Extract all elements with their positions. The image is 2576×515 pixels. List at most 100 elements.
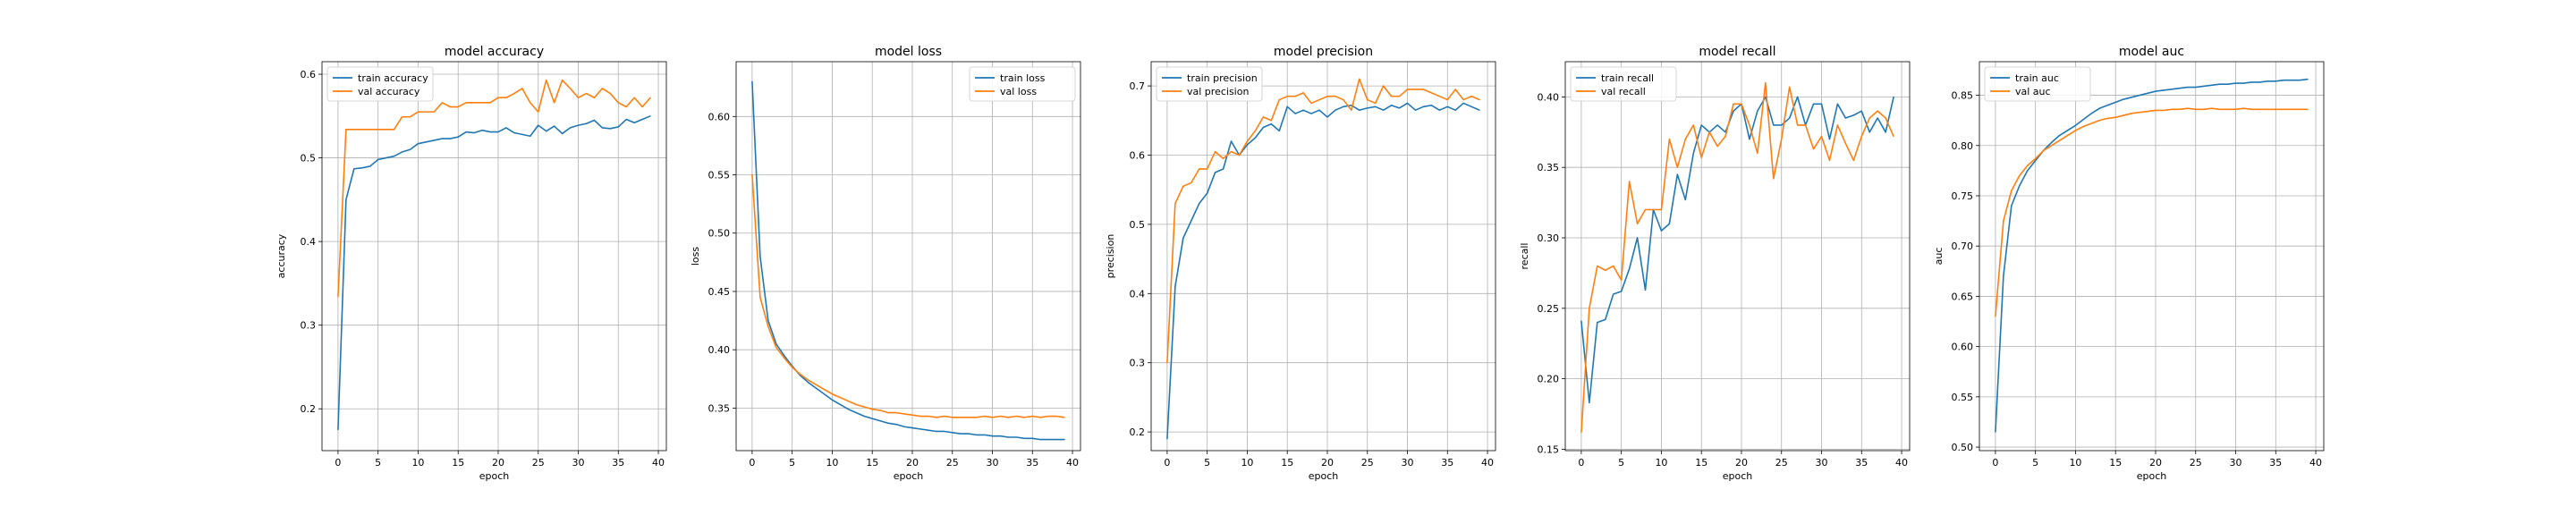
chart-2-xtick-label-5: 25 bbox=[1361, 457, 1374, 469]
chart-0-series-0-point-23 bbox=[521, 133, 523, 135]
chart-4-xtick-label-0: 0 bbox=[1992, 457, 1998, 469]
chart-1-series-0-point-25 bbox=[952, 432, 953, 434]
chart-4-series-0-point-34 bbox=[2267, 80, 2268, 82]
chart-4-series-1-point-12 bbox=[2090, 122, 2092, 124]
chart-0-series-1-point-1 bbox=[345, 129, 347, 131]
chart-3-series-0-point-29 bbox=[1812, 103, 1815, 105]
chart-3-series-1-point-6 bbox=[1629, 181, 1631, 182]
chart-0-ytick-label-2: 0.4 bbox=[301, 236, 317, 248]
chart-2-series-1-point-9 bbox=[1238, 154, 1241, 156]
chart-0-ylabel: accuracy bbox=[275, 233, 287, 278]
chart-3-series-1-point-31 bbox=[1828, 159, 1831, 161]
chart-4-series-0-point-21 bbox=[2163, 89, 2165, 91]
chart-1-series-1-point-10 bbox=[831, 393, 834, 395]
chart-0-series-1-point-17 bbox=[473, 102, 475, 104]
chart-3-series-1-point-35 bbox=[1860, 135, 1862, 138]
chart-0-series-0-point-5 bbox=[377, 158, 379, 161]
chart-1-series-1-point-18 bbox=[895, 412, 897, 414]
chart-0-series-0-point-12 bbox=[433, 139, 435, 141]
chart-2-ytick-label-1: 0.3 bbox=[1130, 358, 1146, 369]
chart-4-series-0-point-3 bbox=[2019, 185, 2021, 187]
chart-3-series-0-point-10 bbox=[1660, 230, 1663, 232]
chart-2-ytick-label-5: 0.7 bbox=[1130, 80, 1146, 92]
chart-3-series-1-point-3 bbox=[1605, 269, 1606, 271]
chart-0-series-0-point-37 bbox=[633, 122, 635, 123]
chart-4-series-1-point-1 bbox=[2003, 220, 2004, 222]
chart-0-series-0-point-3 bbox=[361, 167, 363, 169]
chart-0-series-1-point-18 bbox=[481, 102, 483, 104]
chart-1-series-0-point-14 bbox=[863, 415, 865, 418]
chart-0-series-0-point-28 bbox=[562, 132, 564, 135]
chart-2-series-1-point-18 bbox=[1310, 102, 1312, 105]
chart-4-ylabel: auc bbox=[1933, 248, 1945, 266]
chart-4-xtick-label-3: 15 bbox=[2109, 457, 2122, 469]
chart-3-series-0-point-8 bbox=[1644, 289, 1647, 291]
chart-1-series-1-point-19 bbox=[903, 413, 905, 415]
chart-3-series-0-point-13 bbox=[1684, 198, 1686, 201]
chart-1-series-1-point-38 bbox=[1055, 415, 1057, 418]
chart-4-series-0-point-24 bbox=[2187, 86, 2189, 89]
chart-1-series-0-point-18 bbox=[895, 424, 897, 426]
chart-1-series-1-point-28 bbox=[976, 417, 978, 418]
chart-3-title: model recall bbox=[1699, 45, 1775, 59]
chart-0-series-1-point-16 bbox=[465, 102, 467, 104]
chart-3-series-1-line bbox=[1580, 81, 1894, 433]
chart-1-series-1-point-30 bbox=[991, 417, 994, 418]
chart-2-series-1-point-20 bbox=[1326, 96, 1328, 97]
chart-3-series-1-point-12 bbox=[1676, 166, 1678, 168]
chart-0-legend: train accuracy val accuracy bbox=[326, 66, 434, 102]
chart-4-series-1-point-35 bbox=[2275, 108, 2276, 110]
chart-0-series-0-point-22 bbox=[513, 131, 515, 134]
chart-0-series-0-point-20 bbox=[497, 131, 499, 133]
chart-3-series-1-point-17 bbox=[1716, 145, 1718, 148]
chart-4-series-0-point-13 bbox=[2098, 107, 2100, 109]
chart-3-series-1-point-28 bbox=[1805, 124, 1807, 126]
chart-2-series-1-point-23 bbox=[1351, 109, 1352, 111]
chart-4-series-0-point-33 bbox=[2258, 81, 2260, 83]
chart-4-series-0-point-1 bbox=[2003, 275, 2004, 277]
chart-4-series-1-point-30 bbox=[2234, 108, 2237, 110]
chart-4-series-1-point-18 bbox=[2139, 112, 2140, 114]
chart-0-series-0-point-10 bbox=[417, 143, 419, 145]
chart-0-series-0-point-16 bbox=[465, 131, 467, 133]
chart-0-legend-label-0: train accuracy bbox=[358, 72, 428, 84]
chart-1-legend-box bbox=[969, 66, 1076, 102]
chart-4-legend-label-0: train auc bbox=[2015, 72, 2059, 84]
chart-0-series-0-point-30 bbox=[577, 124, 580, 126]
chart-4-series-0-point-18 bbox=[2139, 94, 2140, 97]
chart-3-series-1-point-36 bbox=[1868, 117, 1870, 119]
chart-4-series-1-point-0 bbox=[1995, 316, 1996, 317]
chart-1-series-1-point-33 bbox=[1015, 415, 1017, 418]
chart-3-series-0-point-14 bbox=[1692, 152, 1694, 155]
chart-3-series-0-point-17 bbox=[1716, 124, 1718, 126]
chart-4-series-1-point-38 bbox=[2299, 108, 2301, 110]
chart-1-series-0-line bbox=[751, 81, 1065, 441]
chart-2-series-1-point-38 bbox=[1470, 96, 1472, 97]
chart-1-xtick-label-4: 20 bbox=[906, 457, 919, 469]
chart-3-series-0-point-34 bbox=[1852, 114, 1854, 116]
chart-1-series-0-point-0 bbox=[751, 80, 753, 82]
chart-4-xtick-label-6: 30 bbox=[2230, 457, 2242, 469]
chart-2-series-0-point-18 bbox=[1310, 113, 1312, 114]
chart-1-series-0-point-39 bbox=[1063, 439, 1065, 441]
chart-4-series-1-point-21 bbox=[2163, 109, 2165, 112]
chart-3-xtick-label-0: 0 bbox=[1578, 457, 1584, 469]
chart-1-series-1-point-31 bbox=[999, 415, 1002, 418]
chart-3-series-0-point-30 bbox=[1820, 103, 1823, 105]
chart-2-axes-frame bbox=[1150, 61, 1496, 452]
chart-4-ytick-label-3: 0.65 bbox=[1952, 291, 1974, 302]
chart-2-series-0-point-15 bbox=[1286, 106, 1288, 107]
chart-0-series-1-point-29 bbox=[569, 88, 572, 89]
chart-2-series-1-point-33 bbox=[1430, 92, 1432, 94]
chart-4-series-0-point-27 bbox=[2211, 84, 2213, 86]
chart-0-series-1-point-14 bbox=[449, 106, 451, 108]
chart-0-series-0-point-15 bbox=[457, 136, 459, 138]
chart-0-plot-area bbox=[322, 62, 666, 451]
chart-2-series-0-point-19 bbox=[1318, 109, 1320, 111]
chart-4-series-0-point-31 bbox=[2242, 82, 2245, 84]
chart-4-series-0-point-32 bbox=[2250, 81, 2253, 83]
chart-0-series-0-point-4 bbox=[369, 165, 371, 167]
chart-4-series-1-point-8 bbox=[2058, 139, 2061, 141]
chart-2-ylabel: precision bbox=[1105, 234, 1116, 279]
chart-2-series-1-point-13 bbox=[1270, 120, 1272, 122]
